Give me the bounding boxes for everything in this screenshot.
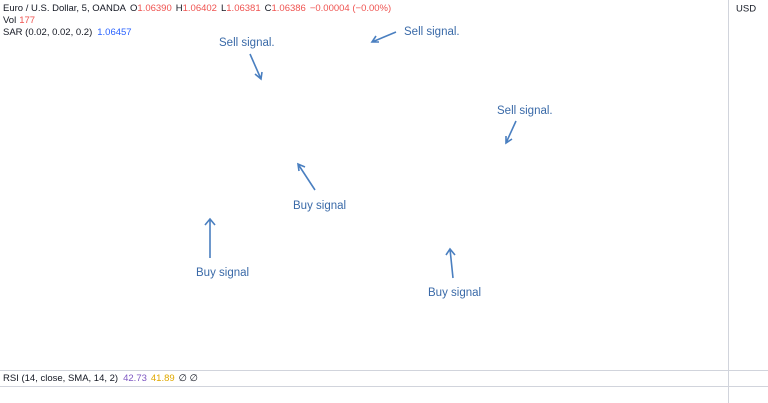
annotation: Buy signal bbox=[196, 267, 249, 279]
ohlc-value: 1.06402 bbox=[183, 3, 217, 14]
arrow bbox=[370, 31, 397, 43]
ohlc-value: 1.06381 bbox=[226, 3, 260, 14]
arrow bbox=[297, 162, 316, 191]
ohlc-key: L bbox=[221, 3, 226, 14]
rsi-label: RSI (14, close, SMA, 14, 2) bbox=[3, 373, 118, 384]
sar-label: SAR (0.02, 0.02, 0.2) bbox=[3, 27, 92, 38]
change: −0.00004 (−0.00%) bbox=[310, 3, 391, 14]
ohlc-key: H bbox=[176, 3, 183, 14]
volume-legend: Vol 177 bbox=[3, 15, 35, 26]
currency-label: USD bbox=[736, 4, 756, 15]
annotation: Buy signal bbox=[293, 200, 346, 212]
ohlc: O1.06390 H1.06402 L1.06381 C1.06386 bbox=[130, 3, 306, 14]
ohlc-value: 1.06386 bbox=[271, 3, 305, 14]
ohlc-key: O bbox=[130, 3, 137, 14]
annotation: Sell signal. bbox=[497, 105, 553, 117]
symbol: Euro / U.S. Dollar, 5, OANDA bbox=[3, 3, 127, 14]
ohlc-key: C bbox=[265, 3, 272, 14]
annotation: Sell signal. bbox=[404, 26, 460, 38]
rsi-value: 42.73 bbox=[123, 373, 147, 384]
arrow bbox=[445, 247, 456, 279]
volume-value: 177 bbox=[19, 15, 35, 26]
annotation: Sell signal. bbox=[219, 37, 275, 49]
annotations: Sell signal. Sell signal. Sell signal. B… bbox=[196, 26, 553, 299]
symbol-line: Euro / U.S. Dollar, 5, OANDA O1.06390 H1.0… bbox=[3, 3, 391, 14]
annotation: Buy signal bbox=[428, 287, 481, 299]
arrow bbox=[505, 120, 517, 145]
sar-value: 1.06457 bbox=[97, 27, 131, 38]
arrow bbox=[204, 217, 216, 258]
arrow bbox=[249, 53, 263, 81]
rsi-na: ∅ ∅ bbox=[179, 373, 198, 384]
sar-legend: SAR (0.02, 0.02, 0.2) 1.06457 bbox=[3, 27, 132, 38]
header: Euro / U.S. Dollar, 5, OANDA O1.06390 H1.0… bbox=[3, 3, 391, 384]
volume-label: Vol bbox=[3, 15, 16, 26]
ohlc-value: 1.06390 bbox=[137, 3, 171, 14]
rsi-legend: RSI (14, close, SMA, 14, 2) 42.73 41.89 ∅ ∅ bbox=[3, 373, 198, 384]
rsi-ma-value: 41.89 bbox=[151, 373, 175, 384]
